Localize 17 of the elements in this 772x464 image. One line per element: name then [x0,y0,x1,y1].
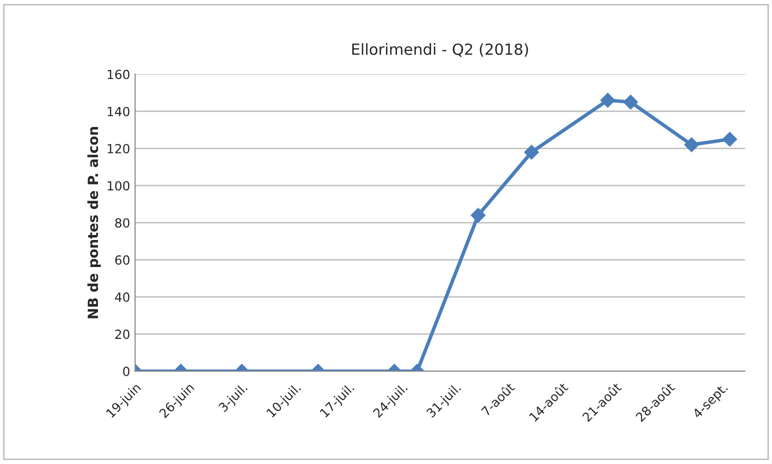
y-tick-label: 140 [108,106,130,116]
y-tick-label: 20 [115,330,130,340]
y-tick-label: 60 [115,255,130,265]
chart-title: Ellorimendi - Q2 (2018) [352,43,528,57]
y-axis-title: NB de pontes de P. alcon [87,127,101,318]
y-tick-label: 0 [123,366,130,376]
y-tick-label: 160 [108,70,130,80]
point [524,144,539,160]
point [600,92,616,108]
y-tick-label: 100 [108,181,130,191]
point [722,132,738,147]
point [623,94,638,110]
y-tick-label: 80 [115,218,130,228]
y-tick-label: 120 [108,144,130,154]
y-tick-label: 40 [114,292,130,302]
point [470,208,486,223]
point [684,137,700,152]
